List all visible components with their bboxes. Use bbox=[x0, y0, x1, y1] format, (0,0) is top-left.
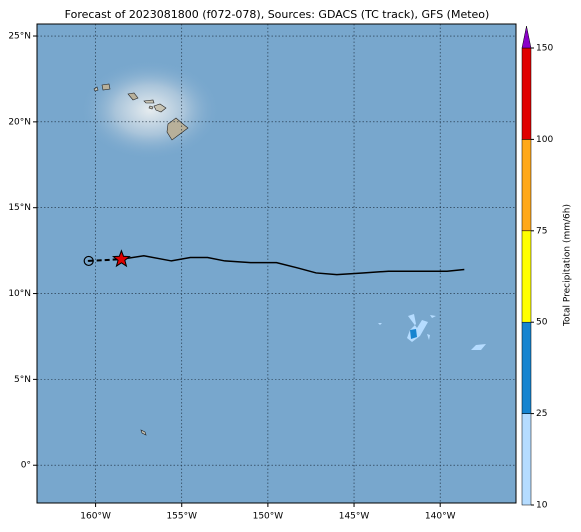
y-tick-label: 0° bbox=[21, 461, 31, 471]
precip-area bbox=[410, 329, 417, 339]
colorbar-tick-label: 10 bbox=[536, 501, 548, 511]
island bbox=[140, 429, 147, 436]
island bbox=[127, 92, 139, 101]
y-tick-label: 15°N bbox=[8, 203, 31, 213]
map-title: Forecast of 2023081800 (f072-078), Sourc… bbox=[65, 8, 490, 21]
island bbox=[148, 105, 154, 110]
map-area bbox=[37, 24, 516, 503]
colorbar-segment bbox=[521, 321, 532, 414]
x-tick-label: 160°W bbox=[80, 512, 111, 522]
colorbar-segment bbox=[521, 413, 532, 506]
colorbar-extend bbox=[521, 25, 532, 49]
precip-area bbox=[471, 344, 486, 350]
x-tick-label: 155°W bbox=[166, 512, 197, 522]
track-start bbox=[83, 255, 94, 267]
shelf-glow bbox=[80, 60, 220, 160]
map-frame bbox=[36, 23, 517, 504]
track-current bbox=[112, 249, 131, 268]
colorbar-segment bbox=[521, 47, 532, 140]
island bbox=[93, 86, 99, 92]
colorbar-segment bbox=[521, 230, 532, 323]
island bbox=[101, 83, 111, 91]
precip-area bbox=[427, 334, 430, 340]
axes: 160°W 155°W 150°W 145°W 140°W 0° 5°N 10°N 15°N 20… bbox=[8, 32, 455, 522]
track bbox=[83, 249, 465, 276]
grid bbox=[37, 24, 516, 503]
x-tick-label: 140°W bbox=[425, 512, 456, 522]
colorbar-tick-label: 25 bbox=[536, 409, 547, 419]
track-line bbox=[121, 255, 465, 276]
precip-area bbox=[378, 323, 382, 325]
track-start-dot bbox=[87, 259, 90, 262]
y-tick-label: 5°N bbox=[14, 375, 31, 385]
colorbar-label: Total Precipitation (mm/6h) bbox=[563, 204, 573, 327]
islands bbox=[93, 83, 189, 436]
colorbar-tick-label: 100 bbox=[536, 135, 553, 145]
island bbox=[153, 103, 167, 113]
x-tick-label: 150°W bbox=[253, 512, 284, 522]
precip-area bbox=[430, 315, 436, 318]
island bbox=[166, 117, 189, 141]
y-tick-label: 25°N bbox=[8, 32, 31, 42]
island bbox=[143, 99, 155, 104]
y-tick-label: 10°N bbox=[8, 289, 31, 299]
colorbar-tick-label: 50 bbox=[536, 318, 548, 328]
colorbar-tick-label: 150 bbox=[536, 44, 553, 54]
y-tick-label: 20°N bbox=[8, 117, 31, 127]
precipitation bbox=[378, 314, 486, 350]
track-dashed bbox=[88, 258, 122, 262]
colorbar-tick-label: 75 bbox=[536, 226, 547, 236]
colorbar: 10 25 50 75 100 150 bbox=[521, 25, 553, 511]
colorbar-segment bbox=[521, 139, 532, 232]
x-tick-label: 145°W bbox=[339, 512, 370, 522]
